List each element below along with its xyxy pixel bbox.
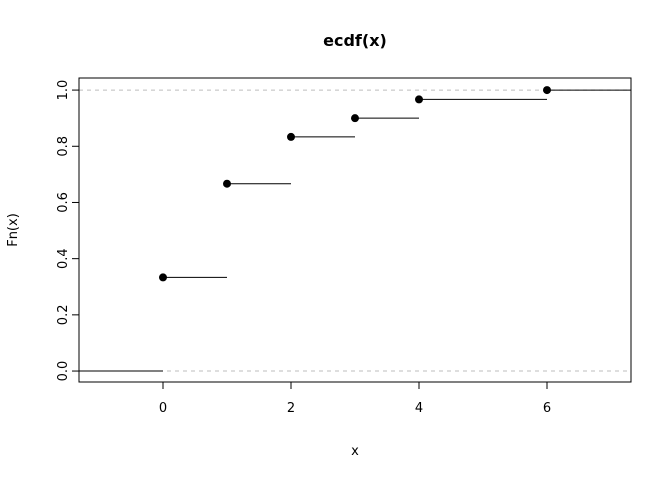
x-tick-label: 6: [543, 401, 551, 416]
y-tick-label: 0.4: [56, 248, 71, 269]
y-tick-label: 0.8: [56, 136, 71, 157]
plot-frame: [78, 77, 632, 383]
x-tick-label: 2: [287, 401, 295, 416]
data-point: [287, 132, 295, 141]
x-axis-label: x: [351, 444, 359, 459]
y-tick-label: 0.2: [56, 305, 71, 326]
y-tick-label: 1.0: [56, 80, 71, 101]
data-point: [543, 86, 551, 95]
y-axis-label: Fn(x): [6, 213, 21, 247]
data-point: [223, 179, 231, 188]
x-tick-label: 0: [159, 401, 167, 416]
data-point: [351, 114, 359, 123]
chart-title: ecdf(x): [323, 31, 387, 50]
x-tick-label: 4: [415, 401, 423, 416]
data-point: [415, 95, 423, 104]
data-point: [159, 273, 167, 282]
y-tick-label: 0.6: [56, 192, 71, 213]
y-tick-label: 0.0: [56, 361, 71, 382]
